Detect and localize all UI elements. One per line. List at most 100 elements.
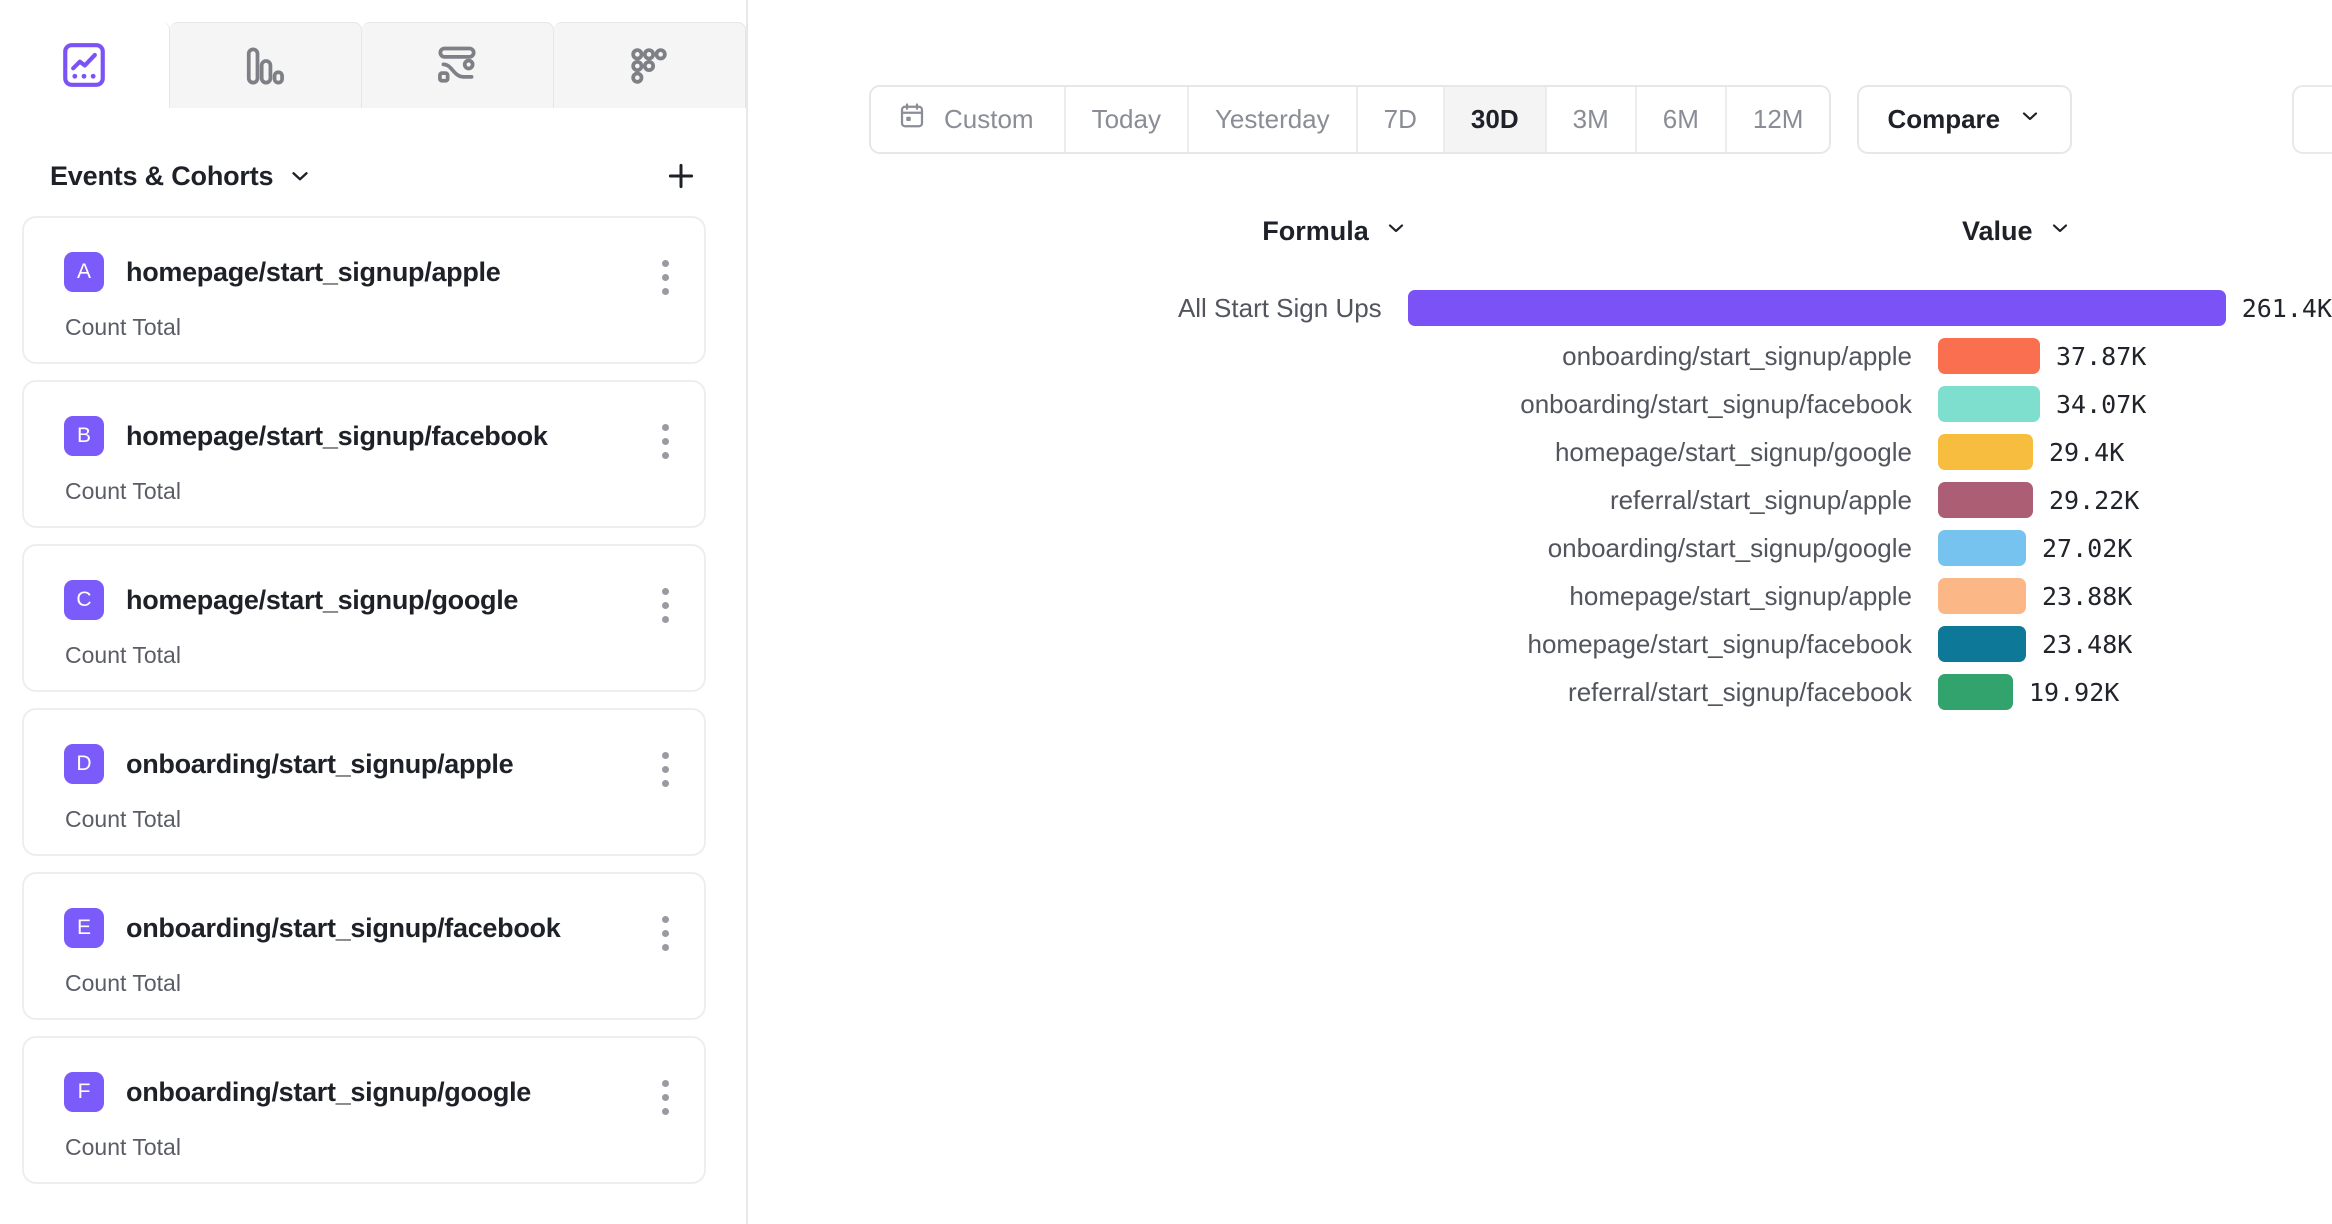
event-card-menu-button[interactable] [662, 752, 670, 794]
value-column-header[interactable]: Value [1962, 216, 2072, 247]
compare-label: Compare [1887, 104, 2001, 134]
compare-button[interactable]: Compare [1857, 85, 2073, 154]
bar-row[interactable]: All Start Sign Ups 261.4K [748, 284, 2332, 332]
event-metric: Count Total [65, 970, 181, 996]
bar [1938, 674, 2013, 710]
bar-and-value: 29.22K [1938, 482, 2139, 518]
bar [1938, 578, 2026, 614]
range-label: 6M [1662, 104, 1699, 134]
line-chart-tab[interactable] [0, 22, 170, 108]
event-card-menu-button[interactable] [662, 1080, 670, 1122]
bar-and-value: 34.07K [1938, 386, 2146, 422]
bar-chart-tab[interactable] [169, 22, 362, 108]
range-button-6m[interactable]: 6M [1636, 87, 1727, 152]
events-cohorts-header: Events & Cohorts [0, 108, 746, 200]
range-button-12m[interactable]: 12M [1726, 87, 1830, 152]
horizontal-bar-chart: Formula Value All Start [748, 200, 2332, 716]
bar-category-label: All Start Sign Ups [1177, 292, 1382, 323]
range-button-30d[interactable]: 30D [1444, 87, 1547, 152]
bar-category-label: onboarding/start_signup/apple [1562, 340, 1912, 371]
range-label: 12M [1752, 104, 1804, 134]
bar [1938, 386, 2040, 422]
event-name: homepage/start_signup/apple [126, 256, 501, 287]
event-metric: Count Total [65, 1134, 181, 1160]
event-letter-badge: D [64, 744, 104, 784]
bar [1938, 482, 2033, 518]
range-label: Custom [944, 104, 1034, 134]
event-card-menu-button[interactable] [662, 424, 670, 466]
range-button-3m[interactable]: 3M [1546, 87, 1637, 152]
bar-category-label: onboarding/start_signup/facebook [1520, 388, 1912, 419]
event-letter-badge: B [64, 416, 104, 456]
retention-tab[interactable] [553, 22, 746, 108]
retention-dots-icon [624, 41, 674, 91]
bar [1938, 626, 2026, 662]
range-button-yesterday[interactable]: Yesterday [1188, 87, 1358, 152]
bar-and-value: 261.4K [1407, 290, 2332, 326]
range-label: Yesterday [1214, 104, 1330, 134]
bar-category-label: onboarding/start_signup/google [1547, 532, 1912, 563]
value-header-label: Value [1962, 215, 2033, 246]
bar-row[interactable]: onboarding/start_signup/google 27.02K [748, 524, 2332, 572]
bar [1938, 338, 2040, 374]
bar-value-label: 29.4K [2049, 437, 2125, 467]
formula-header-label: Formula [1262, 215, 1369, 246]
formula-column-header[interactable]: Formula [748, 216, 1922, 247]
event-letter-badge: E [64, 908, 104, 948]
event-card-menu-button[interactable] [662, 588, 670, 630]
date-range-toolbar: Custom Today Yesterday 7D 30D 3M 6M 12M Compare [869, 85, 2073, 154]
bar-value-label: 23.88K [2042, 581, 2133, 611]
bar-and-value: 23.48K [1938, 626, 2132, 662]
bar-and-value: 19.92K [1938, 674, 2119, 710]
event-metric: Count Total [65, 642, 181, 668]
range-button-today[interactable]: Today [1065, 87, 1189, 152]
bar-row[interactable]: homepage/start_signup/apple 23.88K [748, 572, 2332, 620]
bar-row[interactable]: referral/start_signup/apple 29.22K [748, 476, 2332, 524]
bar-row[interactable]: referral/start_signup/facebook 19.92K [748, 668, 2332, 716]
bar [1407, 290, 2226, 326]
event-card-menu-button[interactable] [662, 260, 670, 302]
bar-row[interactable]: onboarding/start_signup/apple 37.87K [748, 332, 2332, 380]
bar-row[interactable]: onboarding/start_signup/facebook 34.07K [748, 380, 2332, 428]
bar-row[interactable]: homepage/start_signup/facebook 23.48K [748, 620, 2332, 668]
event-metric: Count Total [65, 806, 181, 832]
bar-row-list: All Start Sign Ups 261.4K onboarding/start… [748, 284, 2332, 716]
chevron-down-icon [2048, 216, 2072, 247]
bar-row[interactable]: homepage/start_signup/google 29.4K [748, 428, 2332, 476]
add-event-button[interactable] [664, 159, 698, 193]
chevron-down-icon [2018, 104, 2042, 135]
event-name: onboarding/start_signup/facebook [126, 912, 561, 943]
event-letter-badge: A [64, 252, 104, 292]
chevron-down-icon[interactable] [287, 163, 313, 189]
event-name: onboarding/start_signup/google [126, 1076, 531, 1107]
funnel-flow-icon [432, 41, 482, 91]
range-label: 3M [1572, 104, 1609, 134]
event-name: onboarding/start_signup/apple [126, 748, 514, 779]
event-card-menu-button[interactable] [662, 916, 670, 958]
toolbar-overflow-button[interactable] [2292, 85, 2332, 154]
range-button-7d[interactable]: 7D [1357, 87, 1445, 152]
chevron-down-icon [1384, 216, 1408, 247]
bar-and-value: 23.88K [1938, 578, 2132, 614]
funnel-tab[interactable] [361, 22, 554, 108]
event-metric: Count Total [65, 478, 181, 504]
bar-category-label: referral/start_signup/facebook [1568, 676, 1912, 707]
range-button-custom[interactable]: Custom [871, 87, 1066, 152]
range-label: 30D [1470, 104, 1519, 134]
bar-and-value: 27.02K [1938, 530, 2132, 566]
event-name: homepage/start_signup/google [126, 584, 519, 615]
event-metric: Count Total [65, 314, 181, 340]
